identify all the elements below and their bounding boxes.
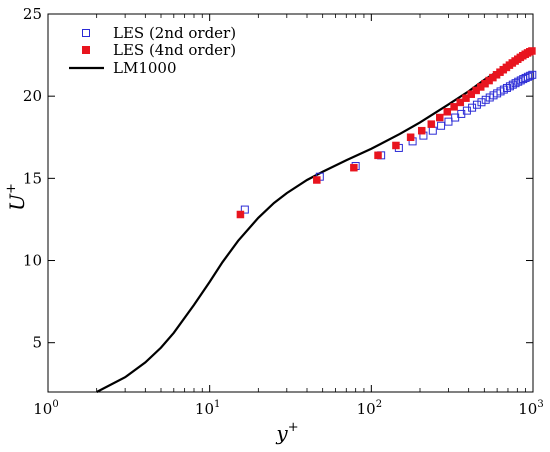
data-point-les-2nd <box>428 126 437 135</box>
legend-marker-les-2nd <box>82 29 90 37</box>
x-tick-label: 101 <box>195 399 220 418</box>
data-point-les-4nd <box>374 151 382 160</box>
plot-area-border <box>47 13 534 393</box>
data-point-les-4nd <box>313 176 321 184</box>
data-point-les-2nd <box>240 205 249 214</box>
legend-label: LES (4nd order) <box>113 41 236 59</box>
legend-label: LM1000 <box>113 59 177 77</box>
data-point-les-4nd <box>406 133 415 142</box>
y-tick-label: 25 <box>23 5 42 23</box>
data-point-les-2nd <box>481 95 490 104</box>
data-point-les-4nd <box>528 47 536 55</box>
data-point-les-2nd <box>508 80 517 89</box>
y-tick-label: 10 <box>23 252 42 270</box>
ticks-group: 100 101 102 103 5 10 15 20 25 <box>23 5 544 418</box>
plot-frame <box>47 13 534 393</box>
data-point-les-2nd <box>526 71 535 80</box>
axis-labels: y+ U+ <box>4 183 299 445</box>
data-point-les-4nd <box>392 141 400 150</box>
y-tick-label: 5 <box>32 334 42 352</box>
x-tick-label: 100 <box>33 399 58 418</box>
data-point-les-2nd <box>444 117 453 126</box>
data-point-les-4nd <box>467 90 476 98</box>
data-point-les-4nd <box>350 163 358 172</box>
data-point-les-4nd <box>236 210 245 219</box>
data-point-les-4nd <box>450 103 458 111</box>
x-tick-label: 102 <box>357 399 382 418</box>
data-point-les-4nd <box>462 94 470 102</box>
legend: LES (2nd order)LES (4nd order)LM1000 <box>69 24 236 77</box>
y-tick-label: 20 <box>23 87 42 105</box>
data-point-les-2nd <box>468 103 477 112</box>
data-point-les-4nd <box>436 113 444 122</box>
data-point-les-2nd <box>437 121 446 130</box>
y-axis-label: U+ <box>4 183 29 211</box>
data-point-les-4nd <box>427 120 436 128</box>
legend-marker-les-4nd <box>82 46 90 54</box>
data-point-les-2nd <box>511 79 520 88</box>
data-point-les-2nd <box>462 106 471 115</box>
series-line-lm1000 <box>96 48 534 393</box>
data-point-les-2nd <box>523 72 532 81</box>
data-point-les-2nd <box>528 70 537 79</box>
data-point-les-4nd <box>456 98 465 107</box>
y-tick-label: 15 <box>23 169 42 187</box>
data-point-les-4nd <box>443 108 452 116</box>
series-group <box>96 47 537 393</box>
data-point-les-2nd <box>472 100 481 109</box>
data-point-les-2nd <box>477 98 486 107</box>
x-axis-label: y+ <box>275 420 298 445</box>
data-point-les-4nd <box>417 126 426 135</box>
x-tick-label: 103 <box>518 399 543 418</box>
legend-label: LES (2nd order) <box>113 24 236 42</box>
